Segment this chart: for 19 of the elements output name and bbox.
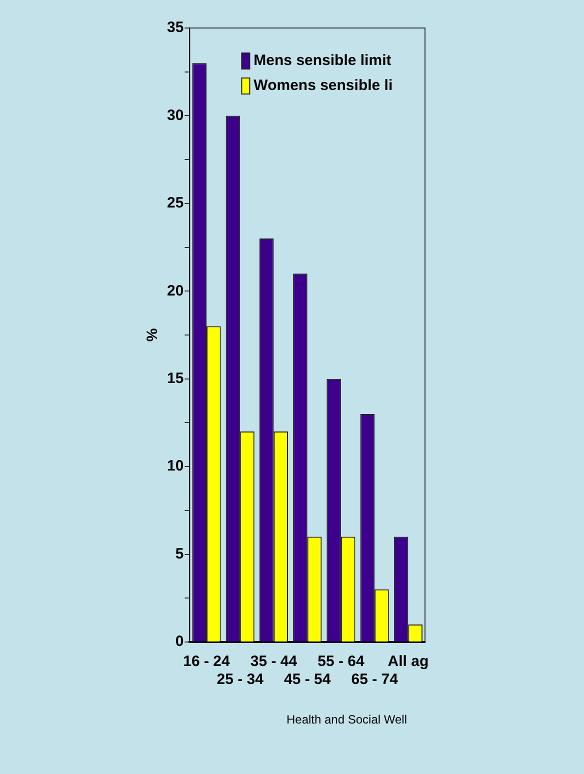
y-tick-label: 10: [166, 458, 184, 475]
x-tick-label: 16 - 24: [183, 653, 230, 670]
text: Health and Social Well: [286, 712, 407, 726]
y-tick-label: 30: [166, 106, 184, 124]
x-tick-label: 25 - 34: [216, 671, 264, 688]
x-tick-label: 45 - 54: [284, 671, 332, 688]
y-tick-label: 15: [166, 370, 184, 387]
y-tick-label: 25: [166, 194, 184, 212]
y-tick-label: 5: [175, 545, 184, 562]
y-axis-title: %: [144, 328, 162, 342]
y-tick-label: 20: [166, 282, 184, 300]
legend-label: Mens sensible limit: [254, 52, 392, 70]
x-tick-label: All ag: [388, 653, 429, 670]
x-tick-label: 55 - 64: [318, 653, 365, 670]
x-tick-label: 65 - 74: [351, 671, 399, 688]
legend-label: Womens sensible li: [254, 77, 393, 94]
y-tick-label: 0: [175, 633, 184, 650]
y-tick-label: 35: [166, 19, 184, 36]
x-tick-label: 35 - 44: [250, 653, 298, 670]
